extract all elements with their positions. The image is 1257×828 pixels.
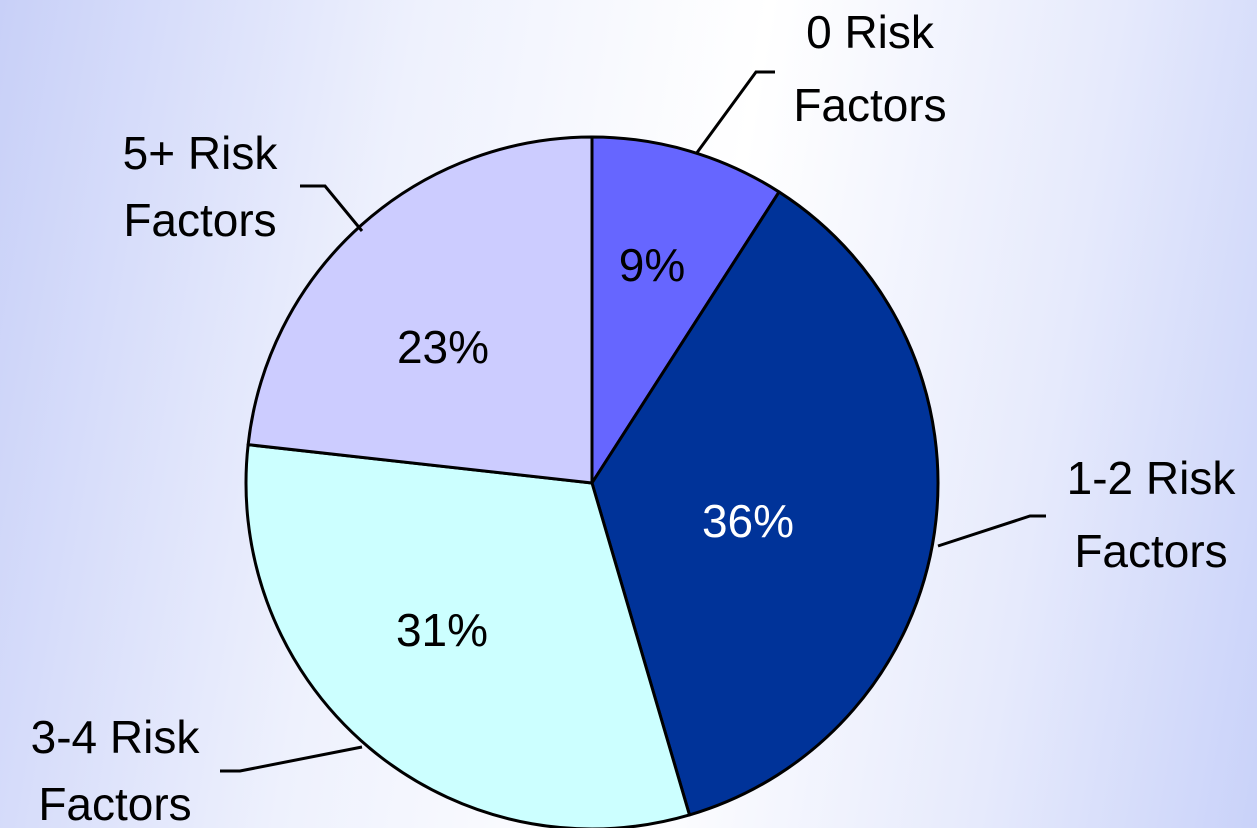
slice-category-label-2-line1: 3-4 Risk bbox=[31, 711, 201, 763]
leader-line-2 bbox=[220, 745, 363, 773]
slice-value-label-2: 31% bbox=[396, 604, 488, 656]
pie-slice-1 bbox=[590, 190, 940, 817]
slice-category-label-1-line2: Factors bbox=[1074, 525, 1227, 577]
slice-category-label-3-line2: Factors bbox=[123, 194, 276, 246]
pie-slices bbox=[244, 135, 940, 828]
leader-line-0 bbox=[694, 70, 775, 155]
leader-line-1 bbox=[937, 514, 1046, 548]
slice-category-label-2-line2: Factors bbox=[38, 778, 191, 828]
slice-value-label-0: 9% bbox=[619, 239, 685, 291]
slice-category-label-3-line1: 5+ Risk bbox=[123, 127, 279, 179]
leader-line-3 bbox=[300, 184, 364, 232]
slice-category-label-1-line1: 1-2 Risk bbox=[1067, 452, 1237, 504]
pie-slice-3 bbox=[246, 135, 594, 485]
pie-slice-0 bbox=[590, 135, 781, 485]
pie-slice-2 bbox=[244, 443, 691, 828]
leader-lines bbox=[220, 70, 1046, 773]
slice-category-label-0-line2: Factors bbox=[793, 79, 946, 131]
slice-value-label-3: 23% bbox=[397, 321, 489, 373]
slice-value-label-1: 36% bbox=[702, 495, 794, 547]
slice-category-label-0-line1: 0 Risk bbox=[806, 6, 935, 58]
